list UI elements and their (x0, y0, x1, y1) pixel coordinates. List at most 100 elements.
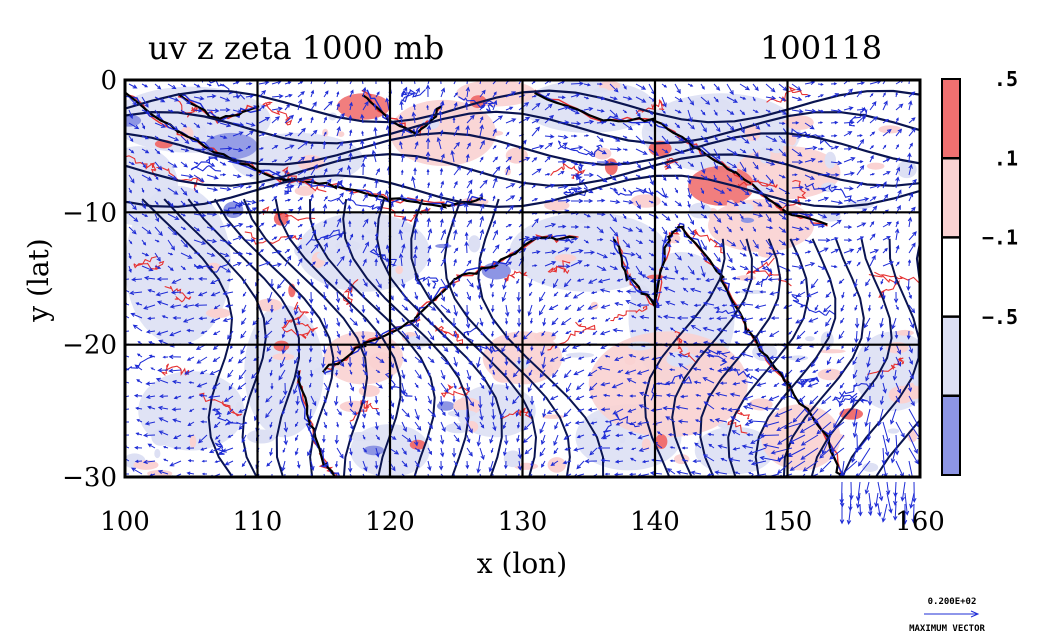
wind-vector (425, 151, 431, 163)
wind-vector (808, 473, 819, 477)
wind-vector (167, 83, 177, 90)
wind-vector (791, 264, 804, 270)
wind-vector (661, 174, 667, 182)
wind-vector (156, 300, 169, 306)
wind-vector (583, 239, 590, 244)
wind-vector (297, 98, 303, 111)
wind-vector (141, 122, 146, 130)
wind-vector (843, 171, 855, 176)
zeta-small-contour (760, 250, 780, 287)
wind-vector (705, 278, 715, 283)
wind-vector (269, 447, 273, 457)
wind-vector (188, 408, 195, 412)
wind-vector (564, 291, 572, 298)
wind-vector (583, 263, 591, 267)
zeta-small-contour (369, 248, 398, 272)
wind-vector (209, 369, 221, 375)
wind-vector (810, 356, 819, 368)
wind-vector (665, 416, 676, 423)
wind-vector (349, 80, 353, 85)
colorbar-bin (941, 395, 961, 476)
wind-vector (296, 473, 299, 477)
wind-vector (882, 128, 892, 137)
wind-vector (908, 356, 913, 365)
wind-vector (271, 116, 280, 124)
wind-vector (900, 481, 906, 502)
wind-vector (491, 330, 495, 338)
wind-vector (206, 226, 216, 231)
wind-vector (856, 246, 862, 254)
wind-vector (739, 135, 750, 144)
wind-vector (156, 276, 169, 282)
wind-vector (716, 327, 728, 333)
wind-vector (125, 367, 130, 371)
wind-vector (361, 130, 364, 137)
wind-vector (232, 251, 244, 256)
wind-vector (323, 421, 327, 429)
wind-vector (817, 213, 828, 219)
wind-vector (777, 434, 793, 445)
wind-vector (147, 443, 156, 449)
vorticity-patch (490, 130, 504, 136)
wind-vector (864, 481, 870, 495)
wind-vector (665, 380, 676, 386)
wind-vector (182, 317, 195, 323)
wind-vector (817, 172, 832, 177)
wind-vector (869, 173, 876, 176)
wind-vector (531, 198, 539, 202)
wind-vector (544, 142, 554, 150)
wind-vector (702, 377, 715, 384)
wind-vector (681, 380, 689, 385)
colorbar-level-label: −.5 (982, 305, 1018, 329)
wind-vector (596, 252, 609, 259)
wind-vector (908, 142, 913, 150)
wind-vector (466, 291, 471, 301)
wind-vector (531, 126, 541, 137)
wind-vector (198, 434, 208, 444)
wind-vector (791, 159, 804, 165)
wind-vector (141, 239, 147, 246)
wind-vector (639, 391, 650, 397)
wind-vector (228, 356, 234, 363)
zeta-small-contour (737, 179, 778, 189)
wind-vector (336, 167, 343, 176)
wind-vector (297, 233, 303, 241)
wind-vector (882, 221, 892, 228)
wind-vector (323, 178, 332, 189)
wind-vector (180, 226, 187, 230)
wind-vector (706, 393, 715, 397)
wind-vector (400, 193, 404, 202)
wind-vector (375, 369, 381, 374)
wind-vector (453, 165, 462, 176)
x-axis-label: x (lon) (477, 547, 567, 580)
wind-vector (414, 141, 419, 150)
wind-vector (282, 382, 288, 396)
wind-vector (284, 114, 295, 124)
wind-vector (232, 160, 241, 165)
vorticity-patch (363, 445, 385, 456)
wind-vector (453, 80, 457, 85)
wind-vector (583, 225, 591, 229)
wind-vector (854, 304, 858, 311)
vorticity-patch (125, 114, 142, 127)
wind-vector (838, 395, 845, 408)
wind-vector (271, 182, 280, 189)
wind-vector (499, 408, 507, 419)
wind-vector (894, 330, 899, 339)
wind-vector (453, 460, 458, 466)
x-tick-label: 130 (498, 507, 548, 537)
wind-vector (154, 109, 161, 118)
wind-vector (635, 96, 647, 103)
wind-vector (869, 145, 875, 150)
wind-vector (622, 174, 629, 180)
wind-vector (796, 330, 806, 340)
wind-vector (479, 228, 485, 241)
wind-vector (690, 324, 702, 332)
wind-vector (879, 317, 884, 329)
wind-vector (517, 356, 521, 365)
wind-vector (163, 458, 169, 462)
wind-vector (750, 460, 767, 466)
wind-vector (180, 109, 186, 114)
wind-vector (661, 83, 668, 88)
wind-vector (219, 186, 232, 192)
